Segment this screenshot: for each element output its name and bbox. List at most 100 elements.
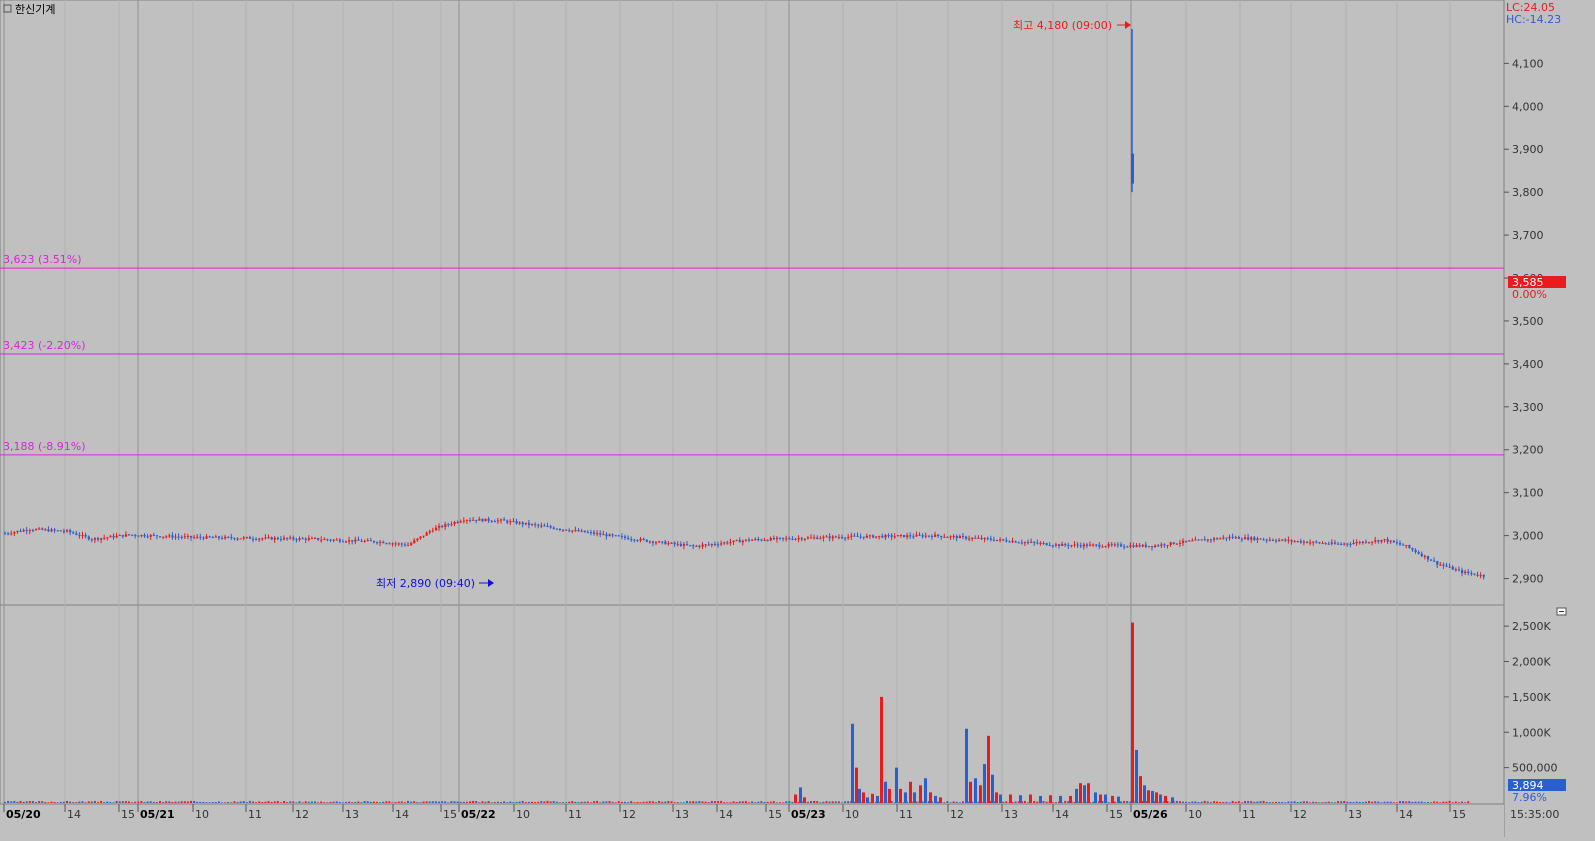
volume-bar [115, 800, 118, 803]
volume-bar [518, 801, 521, 803]
square-icon[interactable] [3, 4, 12, 13]
volume-bar [1442, 801, 1445, 803]
candle-body [534, 524, 537, 526]
candle-body [317, 538, 320, 540]
candle-body [636, 540, 639, 542]
candle-body [1206, 539, 1209, 541]
volume-bar [376, 801, 378, 803]
volume-bar [1042, 801, 1045, 803]
volume-bar [661, 801, 664, 803]
volume-bar [1402, 800, 1405, 803]
volume-bar [134, 801, 137, 803]
candle-body [171, 535, 174, 538]
volume-bar [431, 801, 434, 803]
volume-bar [50, 801, 53, 803]
y-tick-label: 3,900 [1512, 143, 1544, 156]
candle-body [1256, 538, 1259, 540]
candle-body [295, 539, 298, 541]
volume-bar [314, 801, 316, 803]
volume-bar [1169, 802, 1172, 803]
volume-bar [1380, 802, 1383, 803]
volume-pane[interactable] [0, 604, 1505, 805]
candle-body [379, 541, 382, 543]
volume-bar [13, 800, 16, 803]
candle-body [279, 539, 283, 541]
candle-body [555, 528, 558, 530]
volume-bar [760, 801, 763, 803]
y-axis-panel [1504, 0, 1595, 837]
volume-bar [1296, 801, 1299, 803]
volume-spike [1131, 622, 1134, 803]
volume-spike [1117, 796, 1120, 803]
stock-name: 한신기계 [15, 3, 55, 16]
candle-body [775, 537, 779, 540]
x-tick-label: 11 [248, 808, 262, 821]
volume-bar [66, 800, 68, 803]
volume-bar [87, 801, 90, 803]
volume-bar [283, 801, 285, 803]
volume-bar [1302, 801, 1305, 803]
volume-y-tick-label: 500,000 [1512, 762, 1558, 775]
volume-bar [1352, 802, 1355, 803]
volume-bar [413, 801, 416, 803]
volume-spike [929, 792, 932, 803]
volume-spike [983, 764, 986, 803]
candle-body [503, 519, 506, 521]
candle-body [670, 542, 673, 544]
volume-bar [301, 802, 304, 803]
candle-body [961, 536, 965, 538]
candle-body [1290, 539, 1293, 542]
volume-bar [137, 801, 140, 803]
volume-spike [1151, 790, 1154, 803]
volume-bar [878, 802, 881, 803]
candle-body [927, 535, 930, 537]
candle-body [100, 538, 103, 540]
volume-bar [586, 801, 589, 803]
volume-bar [503, 801, 506, 803]
volume-spike [1135, 749, 1138, 803]
candle-body [1138, 545, 1141, 547]
volume-bar [16, 801, 19, 803]
volume-bar [961, 801, 964, 803]
volume-bar [1327, 801, 1330, 803]
lc-indicator: LC:24.05 [1506, 1, 1555, 14]
hc-indicator: HC:-14.23 [1506, 13, 1561, 26]
volume-bar [385, 801, 388, 803]
candle-body [596, 533, 599, 535]
candle-body [1457, 569, 1461, 571]
candle-body [1098, 544, 1101, 547]
volume-bar [596, 800, 599, 803]
volume-bar [78, 801, 81, 803]
candle-body [506, 520, 509, 523]
volume-bar [1420, 801, 1423, 803]
candle-body [1299, 541, 1302, 543]
candle-body [217, 536, 221, 538]
candle-body [283, 537, 286, 540]
volume-bar [1126, 801, 1129, 803]
volume-bar [1101, 801, 1104, 803]
volume-bar [397, 801, 400, 803]
candle-body [1033, 541, 1036, 543]
candle-body [78, 534, 81, 536]
volume-bar [527, 801, 530, 803]
candle-body [1051, 545, 1054, 547]
candle-body [1116, 544, 1120, 546]
volume-bar [500, 802, 502, 803]
current-volume-badge [1508, 779, 1566, 791]
candle-body [264, 537, 267, 539]
volume-spike [969, 781, 972, 803]
candle-body [496, 520, 500, 522]
candle-body [385, 543, 388, 545]
volume-bar [1439, 802, 1442, 803]
volume-bar [410, 801, 413, 803]
price-pane[interactable] [0, 0, 1505, 606]
candle-body [1048, 545, 1051, 547]
candle-body [400, 543, 403, 545]
candle-body [348, 540, 351, 542]
candle-body [1414, 549, 1417, 553]
volume-bar [1237, 801, 1240, 803]
candle-body [93, 538, 97, 540]
candle-body [1017, 542, 1020, 544]
